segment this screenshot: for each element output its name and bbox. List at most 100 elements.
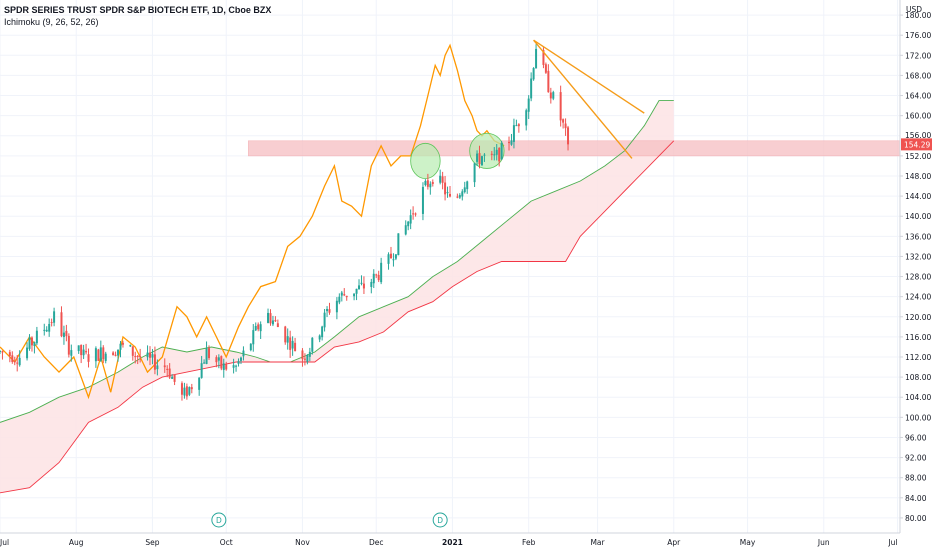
candle-body [28,337,31,349]
candle-body [112,352,115,356]
candle-body [139,356,142,358]
candle-body [326,308,329,312]
leading-span-b-line [0,140,675,494]
candle-body [412,213,415,215]
candle-body [97,349,100,361]
candle-body [426,180,429,187]
leading-span-a-line [0,100,674,423]
candle-body [389,253,392,259]
candle-body [104,353,107,361]
candle-body [466,181,469,190]
candle-body [397,233,400,256]
candle-body [515,125,518,127]
candle-body [370,281,373,287]
y-tick-label-156: 156.00 [905,131,931,140]
candle-body [498,147,501,162]
candle-body [421,186,424,214]
candle-body [409,215,412,224]
candle-body [375,274,378,276]
candle-body [276,323,279,328]
candle-body [362,283,365,289]
candle-body [94,348,97,362]
candle-body [456,196,459,198]
y-tick-label: 180.00 [905,11,931,20]
candle-body [271,320,274,325]
candle-body [146,352,149,358]
candle-body [323,312,326,328]
candle-body [303,358,306,360]
candle-body [190,387,193,390]
y-tick-label: 80.00 [905,514,927,523]
candle-body [439,175,442,183]
candle-body [372,273,375,284]
y-tick-label: 140.00 [905,212,931,221]
candle-body [394,254,397,259]
candle-body [217,357,220,361]
candle-body [338,296,341,303]
candle-body [82,349,85,356]
candle-body [134,356,137,358]
candlesticks [0,44,570,401]
candle-body [257,324,260,330]
candle-body [517,124,520,127]
candle-body [294,342,297,352]
y-axis: USD 80.00 84.00 88.00 92.00 96.00 100.00 104.00… [899,0,932,533]
candle-body [173,374,176,382]
candle-body [62,332,65,338]
candle-body [99,347,102,361]
candle-body [163,365,166,368]
x-tick-label: Jul [887,538,897,547]
y-tick-label: 100.00 [905,413,931,422]
highlight-ellipse [410,142,441,179]
candle-body [476,153,479,162]
candle-body [461,191,464,197]
y-tick-label: 128.00 [905,273,931,282]
dividend-marker-label: D [437,516,443,525]
candle-body [48,323,51,332]
x-tick-label: 2021 [442,538,463,547]
candle-body [510,140,513,145]
candle-body [355,288,358,294]
candle-body [222,363,225,370]
candle-body [225,364,228,370]
y-tick-label: 112.00 [905,353,931,362]
candle-body [156,365,159,370]
x-tick-label: Oct [220,538,233,547]
x-tick-label: May [740,538,756,547]
candle-body [463,187,466,193]
y-tick-label: 176.00 [905,31,931,40]
candle-body [117,349,120,356]
y-tick-label: 124.00 [905,293,931,302]
candle-body [151,354,154,358]
candle-body [508,141,511,144]
candle-body [13,361,16,363]
x-tick-label: Apr [667,538,681,547]
candle-body [441,176,444,183]
candle-body [274,320,277,322]
y-tick-label: 132.00 [905,252,931,261]
candle-body [85,351,88,353]
candle-body [387,254,390,264]
candle-body [65,330,68,337]
candle-body [269,313,272,324]
y-tick-label: 168.00 [905,71,931,80]
candle-body [424,180,427,186]
y-tick-label: 144.00 [905,192,931,201]
candle-body [291,340,294,349]
support-zone-rect [248,140,901,157]
trendline [533,39,633,159]
candle-body [335,300,338,313]
candle-body [289,337,292,350]
candle-body [567,127,570,145]
candle-body [50,322,53,324]
candle-body [185,386,188,397]
candle-body [353,293,356,297]
candle-body [26,347,29,359]
candle-body [343,294,346,296]
candle-body [449,193,451,197]
y-tick-label: 152.00 [905,152,931,161]
candle-body [286,336,289,343]
candle-body [478,153,481,165]
candle-body [235,365,238,367]
